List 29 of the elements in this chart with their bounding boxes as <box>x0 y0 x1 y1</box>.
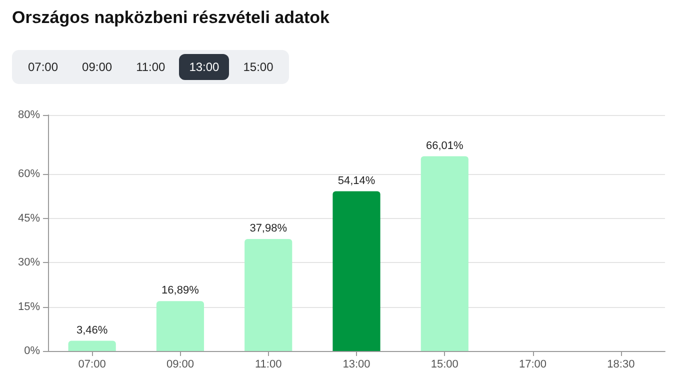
x-tick-label: 13:00 <box>342 358 370 370</box>
bar <box>68 340 116 351</box>
y-tick-label: 0% <box>24 345 40 357</box>
text: 11:00 <box>135 59 166 76</box>
x-tick-label: 07:00 <box>78 358 106 370</box>
x-tick-label: 11:00 <box>255 358 282 370</box>
y-tick-label: 15% <box>18 300 40 313</box>
x-tick-label: 18:30 <box>607 358 635 370</box>
y-tick-label: 80% <box>18 109 40 121</box>
x-tick-label: 09:00 <box>166 358 194 370</box>
text: 07:00 <box>27 59 60 76</box>
data-label: 37,98% <box>250 222 288 234</box>
data-label: 3,46% <box>76 324 108 336</box>
text: 15:00 <box>242 59 274 76</box>
y-tick-label: 30% <box>18 256 40 268</box>
bar <box>156 301 204 351</box>
bar <box>244 238 292 351</box>
data-label: 54,14% <box>338 174 376 187</box>
text: 09:00 <box>81 59 114 76</box>
bar <box>420 156 468 351</box>
text: 13:00 <box>179 54 230 80</box>
chart-title: Országos napközbeni részvételi adatok <box>12 8 330 28</box>
bar <box>332 191 380 351</box>
x-tick-label: 17:00 <box>519 358 547 370</box>
data-label: 16,89% <box>162 284 200 297</box>
x-tick-label: 15:00 <box>430 358 458 370</box>
y-tick-label: 45% <box>18 212 40 224</box>
y-tick-label: 60% <box>18 168 40 180</box>
data-label: 66,01% <box>426 140 464 152</box>
